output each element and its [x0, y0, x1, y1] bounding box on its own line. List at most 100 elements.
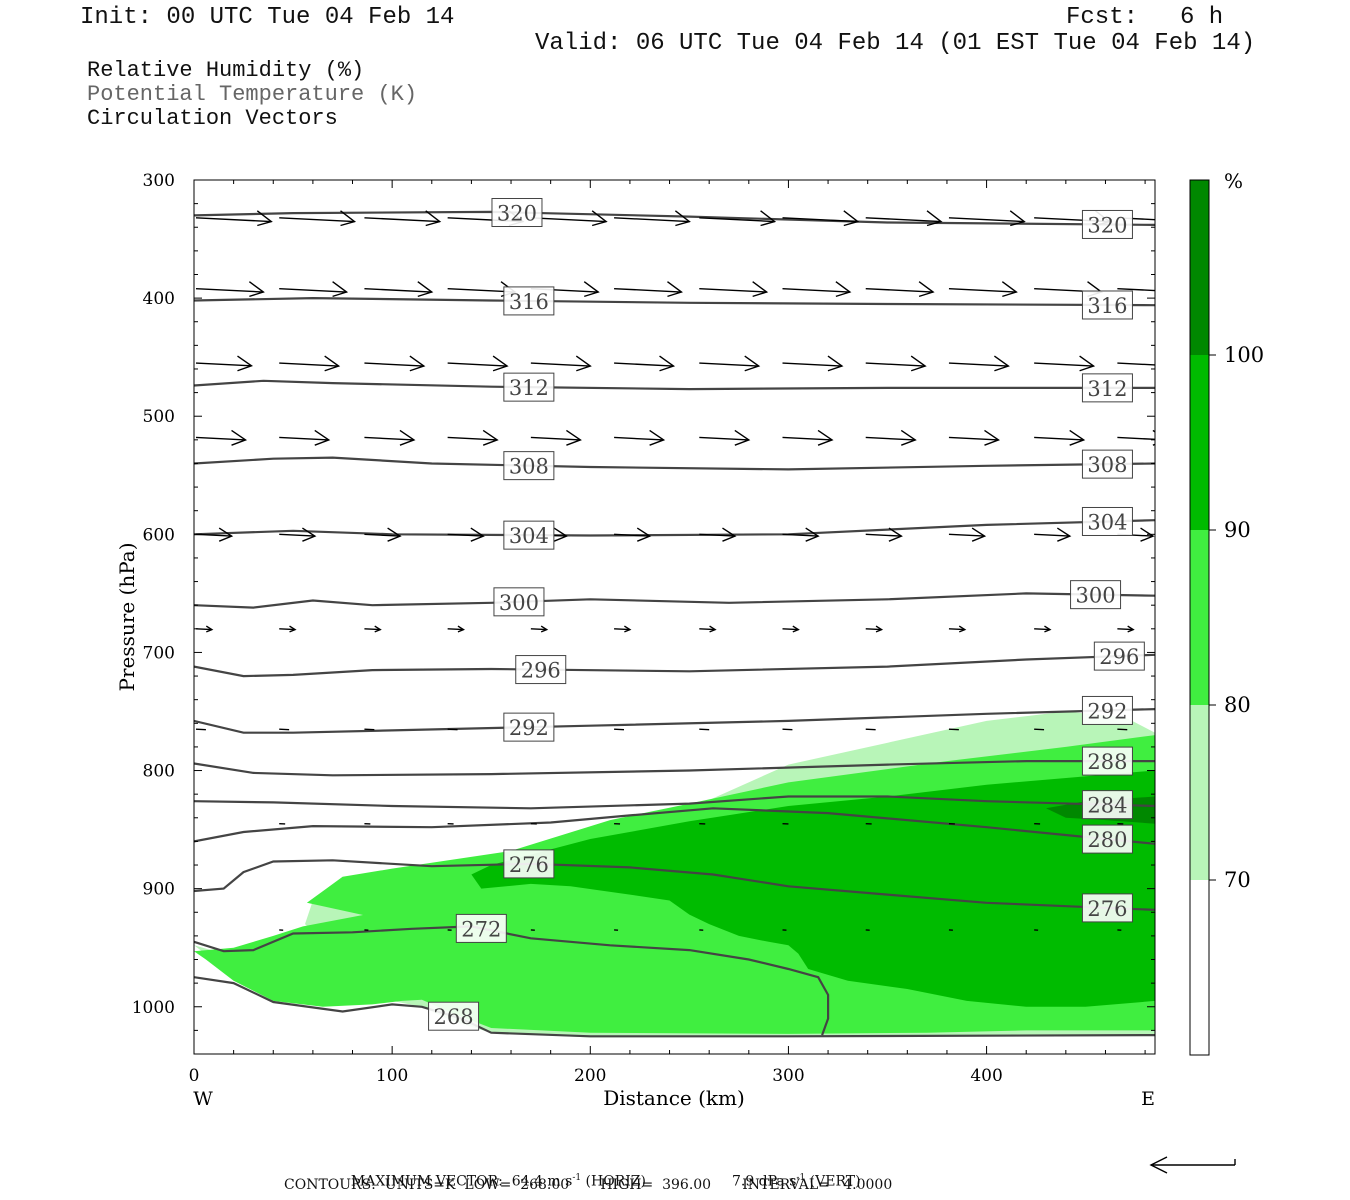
- circulation-vector: [279, 281, 349, 298]
- theta-label-288: 288: [1087, 750, 1127, 774]
- theta-contour-272: [194, 925, 830, 1036]
- circulation-vector: [1034, 625, 1052, 633]
- x-west-label: W: [193, 1088, 213, 1110]
- theta-label-box-320: [491, 198, 543, 228]
- theta-contour-280: [194, 807, 1155, 845]
- theta-contour-layer: [194, 210, 1155, 1038]
- colorbar-segment: [1190, 355, 1209, 530]
- theta-label-308: 308: [509, 455, 549, 479]
- circulation-vector: [195, 355, 254, 372]
- theta-contour-292: [194, 708, 1155, 734]
- theta-label-300: 300: [499, 591, 539, 615]
- theta-label-box-272: [455, 913, 507, 943]
- colorbar-segment: [1190, 705, 1209, 880]
- axis-layer: 0 100 200 300 400 300 400 500 600 700 800 900 1000: [132, 171, 1155, 1086]
- circulation-vector: [195, 210, 273, 227]
- theta-label-280: 280: [1087, 828, 1127, 852]
- theta-contour-284: [194, 795, 1155, 810]
- theta-label-box-312: [503, 372, 555, 402]
- circulation-vector: [1117, 429, 1155, 446]
- theta-label-box-280: [1081, 824, 1133, 854]
- circulation-vector: [447, 429, 499, 446]
- circulation-vector: [1117, 625, 1135, 633]
- circulation-vector: [364, 625, 382, 633]
- x-axis-title: Distance (km): [603, 1086, 745, 1110]
- circulation-vector: [782, 527, 820, 542]
- theta-label-312: 312: [509, 376, 549, 400]
- circulation-vector: [364, 281, 434, 298]
- theta-label-box-268: [428, 1001, 480, 1031]
- theta-label-284: 284: [1087, 794, 1127, 818]
- x-tick-label: 300: [772, 1066, 804, 1086]
- circulation-vector: [1117, 362, 1155, 366]
- circulation-vector: [530, 355, 592, 372]
- theta-label-box-308: [1081, 449, 1133, 479]
- theta-contour-308: [194, 456, 1155, 471]
- circulation-vector: [948, 527, 987, 542]
- valid-time: Valid: 06 UTC Tue 04 Feb 14 (01 EST Tue …: [535, 30, 1256, 57]
- theta-label-300: 300: [1076, 584, 1116, 608]
- theta-label-box-316: [1081, 290, 1133, 320]
- theta-label-304: 304: [1087, 510, 1127, 534]
- colorbar-segment: [1190, 180, 1209, 355]
- circulation-vector: [782, 429, 834, 446]
- footer-contour-info: CONTOURS: UNITS=K LOW= 268.00 HIGH= 396.…: [284, 1177, 893, 1193]
- colorbar-level-label: 90: [1224, 518, 1251, 542]
- forecast-hour: 6 h: [1180, 4, 1224, 31]
- theta-label-box-288: [1081, 746, 1133, 776]
- theta-label-box-292: [503, 712, 555, 742]
- x-tick-label: 400: [970, 1066, 1002, 1086]
- circulation-vector: [699, 355, 761, 372]
- circulation-vector: [614, 355, 676, 372]
- circulation-vector: [782, 355, 844, 372]
- x-tick-label: 100: [376, 1066, 408, 1086]
- theta-label-320: 320: [1087, 213, 1127, 237]
- circulation-vector: [530, 429, 582, 446]
- theta-label-304: 304: [509, 524, 549, 548]
- theta-label-box-292: [1081, 695, 1133, 725]
- circulation-vector: [865, 281, 935, 298]
- x-tick-label: 200: [574, 1066, 606, 1086]
- circulation-vector: [699, 210, 777, 227]
- circulation-vector: [782, 625, 800, 633]
- legend-theta: Potential Temperature (K): [87, 82, 418, 107]
- y-tick-label: 600: [143, 525, 175, 545]
- circulation-vector: [1034, 355, 1096, 372]
- colorbar-level-label: 100: [1224, 343, 1264, 367]
- circulation-vector: [948, 625, 967, 633]
- theta-contour-316: [194, 296, 1155, 307]
- y-tick-label: 900: [143, 880, 175, 900]
- theta-label-272: 272: [461, 917, 501, 941]
- theta-contour-296: [194, 653, 1155, 678]
- circulation-vector: [699, 429, 751, 446]
- theta-contour-268: [194, 976, 1155, 1038]
- theta-label-276: 276: [1087, 897, 1127, 921]
- circulation-vector: [195, 625, 214, 633]
- circulation-vector: [530, 210, 608, 227]
- circulation-vector: [614, 429, 666, 446]
- theta-contour-304: [194, 519, 1155, 537]
- theta-label-box-276: [503, 849, 555, 879]
- theta-label-box-296: [1093, 641, 1145, 671]
- y-tick-label: 500: [143, 407, 175, 427]
- theta-label-box-300: [493, 587, 545, 617]
- circulation-vector: [948, 210, 1026, 227]
- theta-label-box-316: [503, 286, 555, 316]
- circulation-vector: [782, 210, 860, 227]
- circulation-vector: [782, 281, 852, 298]
- theta-label-box-312: [1081, 373, 1133, 403]
- theta-contour-300: [194, 592, 1155, 609]
- init-time: Init: 00 UTC Tue 04 Feb 14: [80, 4, 455, 31]
- circulation-vector: [699, 281, 769, 298]
- circulation-vector: [279, 429, 331, 446]
- cross-section-chart: 320 320 316 316 312 312 308 308 304 304 300 300 296 2…: [115, 169, 1264, 1110]
- circulation-vector: [614, 281, 683, 298]
- theta-contour-312: [194, 379, 1155, 391]
- theta-label-box-284: [1081, 790, 1133, 820]
- circulation-vector: [1034, 527, 1072, 542]
- circulation-vector: [699, 625, 717, 633]
- y-tick-label: 300: [143, 171, 175, 191]
- circulation-vector: [364, 210, 442, 227]
- y-tick-label: 400: [143, 289, 175, 309]
- circulation-vector: [865, 355, 927, 372]
